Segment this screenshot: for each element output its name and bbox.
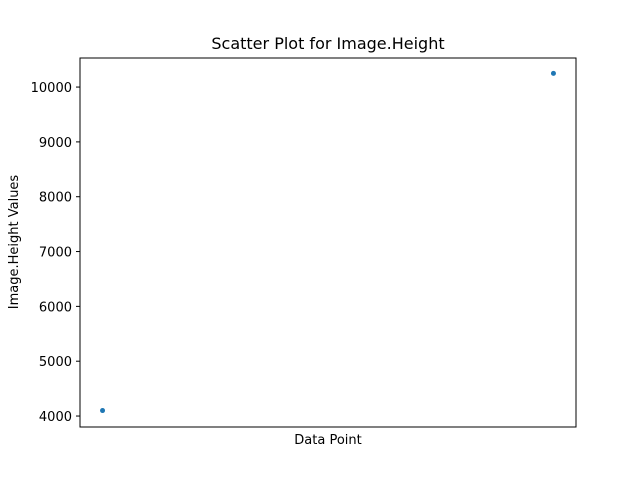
y-tick-label: 6000 — [39, 300, 72, 315]
y-tick-label: 10000 — [31, 81, 72, 96]
data-point — [100, 408, 106, 414]
data-point — [550, 70, 556, 76]
plot-frame — [79, 57, 577, 428]
y-tick-label: 7000 — [39, 246, 72, 261]
data-points — [100, 70, 556, 414]
plot-area: 4000 5000 6000 7000 8000 9000 10000 — [31, 57, 577, 428]
x-axis-label: Data Point — [294, 433, 361, 448]
y-tick-label: 5000 — [39, 355, 72, 370]
y-tick-label: 8000 — [39, 191, 72, 206]
y-axis-label: Image.Height Values — [7, 175, 22, 310]
y-axis-ticks: 4000 5000 6000 7000 8000 9000 10000 — [31, 81, 80, 425]
chart-title: Scatter Plot for Image.Height — [211, 34, 444, 53]
y-tick-label: 9000 — [39, 136, 72, 151]
y-tick-label: 4000 — [39, 410, 72, 425]
